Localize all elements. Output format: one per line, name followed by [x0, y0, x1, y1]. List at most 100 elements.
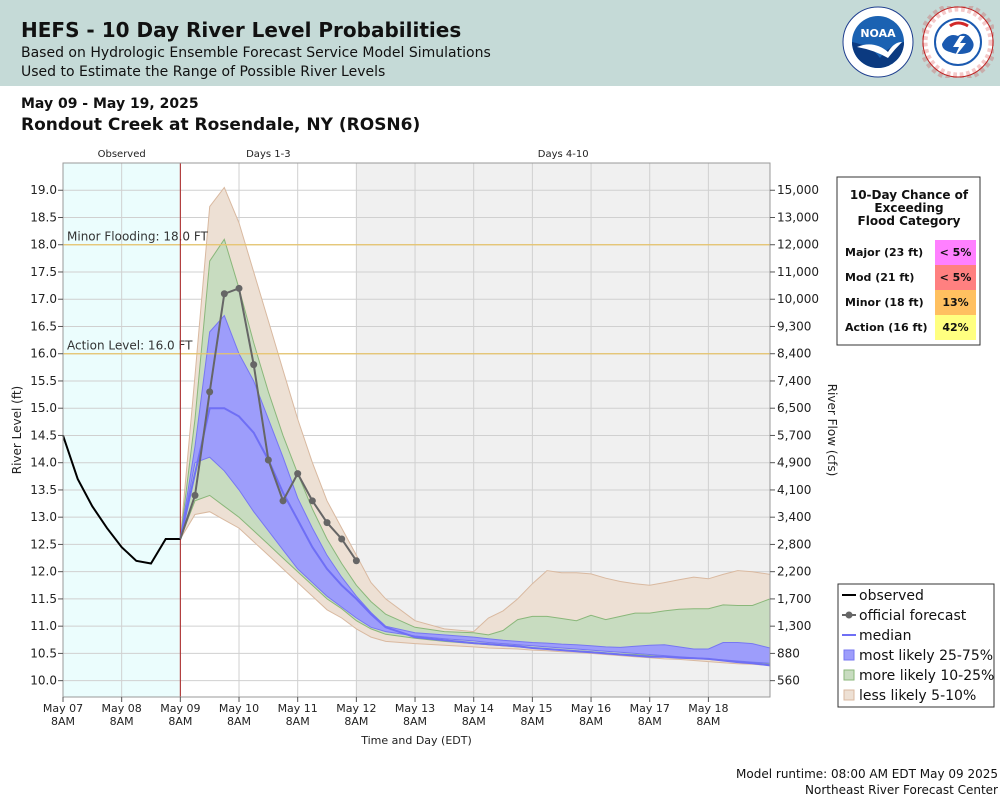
y-tick-label: 14.5	[30, 428, 57, 442]
x-tick-label: 8AM	[168, 715, 192, 728]
noaa-logo[interactable]: NOAA	[842, 6, 914, 78]
exceedance-swatch	[935, 240, 976, 265]
y2-tick-label: 10,000	[777, 292, 819, 306]
y2-tick-label: 880	[777, 646, 800, 660]
legend-swatch-band	[843, 649, 855, 661]
x-tick-label: May 10	[219, 702, 259, 715]
x-tick-label: May 12	[336, 702, 376, 715]
exceedance-swatch	[935, 315, 976, 340]
y-tick-label: 16.0	[30, 347, 57, 361]
y-tick-label: 14.0	[30, 456, 57, 470]
x-tick-label: May 15	[512, 702, 552, 715]
official-forecast-point	[264, 456, 272, 464]
y2-tick-label: 13,000	[777, 210, 819, 224]
exceedance-row-label: Action (16 ft)	[845, 321, 928, 334]
y2-tick-label: 11,000	[777, 265, 819, 279]
official-forecast-point	[352, 557, 360, 565]
legend-label: less likely 5-10%	[859, 688, 976, 704]
y-tick-label: 11.5	[30, 592, 57, 606]
exceedance-row-value: < 5%	[940, 271, 972, 284]
region-label: Days 4-10	[538, 149, 589, 160]
legend-label: more likely 10-25%	[859, 668, 994, 684]
x-tick-label: 8AM	[403, 715, 427, 728]
official-forecast-point	[235, 284, 243, 292]
exceedance-row-label: Mod (21 ft)	[845, 271, 914, 284]
region-label: Observed	[98, 149, 146, 160]
plot-frame	[62, 162, 771, 698]
x-tick-label: May 07	[43, 702, 83, 715]
y2-tick-label: 9,300	[777, 319, 811, 333]
y2-tick-label: 2,200	[777, 565, 811, 579]
nws-logo[interactable]	[922, 6, 994, 78]
y-tick-label: 13.5	[30, 483, 57, 497]
exceedance-title: 10-Day Chance of	[850, 188, 969, 202]
exceedance-swatch	[935, 265, 976, 290]
forecast-center: Northeast River Forecast Center	[805, 783, 998, 797]
y-tick-label: 18.5	[30, 210, 57, 224]
y2-axis-label: River Flow (cfs)	[825, 384, 839, 477]
y-axis-label: River Level (ft)	[10, 386, 24, 474]
x-tick-label: 8AM	[227, 715, 251, 728]
y2-tick-label: 1,700	[777, 592, 811, 606]
y-tick-label: 15.0	[30, 401, 57, 415]
page-title: HEFS - 10 Day River Level Probabilities	[21, 18, 462, 42]
exceedance-title: Flood Category	[858, 214, 961, 228]
official-forecast-point	[338, 535, 346, 543]
y-tick-label: 12.5	[30, 537, 57, 551]
x-tick-label: May 14	[454, 702, 494, 715]
x-tick-label: 8AM	[110, 715, 134, 728]
x-tick-label: 8AM	[638, 715, 662, 728]
y-tick-label: 16.5	[30, 319, 57, 333]
header-banner: HEFS - 10 Day River Level Probabilities …	[0, 0, 1000, 86]
exceedance-row-value: 42%	[942, 321, 968, 334]
official-forecast-point	[294, 470, 302, 478]
official-forecast-point	[279, 497, 287, 505]
legend	[837, 583, 995, 708]
y-tick-label: 12.0	[30, 565, 57, 579]
noaa-logo-text: NOAA	[860, 27, 896, 40]
x-tick-label: 8AM	[520, 715, 544, 728]
y2-tick-label: 8,400	[777, 347, 811, 361]
legend-swatch-official-point	[845, 611, 853, 619]
exceedance-row-value: 13%	[942, 296, 968, 309]
official-forecast-point	[308, 497, 316, 505]
x-tick-label: 8AM	[462, 715, 486, 728]
region-label: Days 1-3	[246, 149, 290, 160]
x-tick-label: May 17	[630, 702, 670, 715]
y2-tick-label: 560	[777, 674, 800, 688]
model-runtime: Model runtime: 08:00 AM EDT May 09 2025	[736, 767, 998, 781]
official-forecast-point	[206, 388, 214, 396]
y2-tick-label: 2,800	[777, 537, 811, 551]
x-tick-label: 8AM	[344, 715, 368, 728]
x-tick-label: 8AM	[51, 715, 75, 728]
x-tick-label: May 18	[688, 702, 728, 715]
y-tick-label: 17.5	[30, 265, 57, 279]
x-tick-label: 8AM	[579, 715, 603, 728]
page-subtitle-1: Based on Hydrologic Ensemble Forecast Se…	[21, 45, 491, 61]
x-tick-label: May 13	[395, 702, 435, 715]
official-forecast-point	[191, 491, 199, 499]
y-tick-label: 15.5	[30, 374, 57, 388]
page-subtitle-2: Used to Estimate the Range of Possible R…	[21, 64, 386, 80]
y2-tick-label: 5,700	[777, 428, 811, 442]
y2-tick-label: 15,000	[777, 183, 819, 197]
y2-tick-label: 4,100	[777, 483, 811, 497]
y2-tick-label: 4,900	[777, 456, 811, 470]
y2-tick-label: 12,000	[777, 238, 819, 252]
exceedance-row-label: Minor (18 ft)	[845, 296, 924, 309]
y-tick-label: 18.0	[30, 238, 57, 252]
y-tick-label: 17.0	[30, 292, 57, 306]
y-tick-label: 11.0	[30, 619, 57, 633]
x-tick-label: May 16	[571, 702, 611, 715]
x-tick-label: May 09	[160, 702, 200, 715]
legend-label: most likely 25-75%	[859, 648, 993, 664]
y2-tick-label: 3,400	[777, 510, 811, 524]
legend-label: median	[859, 628, 911, 644]
date-range: May 09 - May 19, 2025	[21, 96, 199, 112]
legend-swatch-band	[843, 669, 855, 681]
x-tick-label: 8AM	[286, 715, 310, 728]
x-tick-label: 8AM	[696, 715, 720, 728]
x-tick-label: May 08	[102, 702, 142, 715]
legend-swatch-band	[843, 689, 855, 701]
